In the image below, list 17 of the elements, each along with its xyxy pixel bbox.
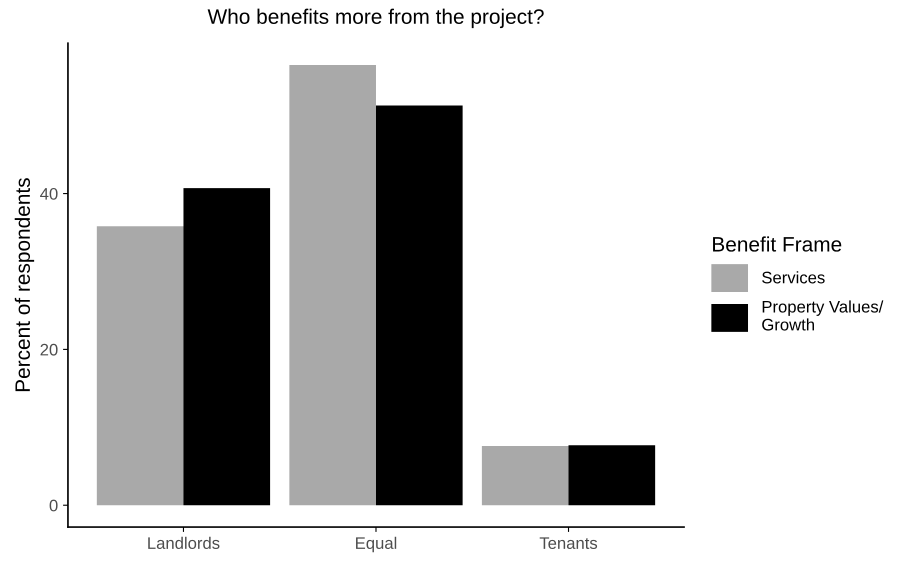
y-tick-label: 0 [50, 500, 58, 512]
bar [183, 188, 270, 506]
y-axis-title: Percent of respondents [14, 178, 34, 392]
x-tick-label: Landlords [148, 536, 220, 550]
legend-label: Property Values/ Growth [762, 300, 884, 331]
y-tick-label: 20 [40, 344, 58, 356]
y-tick-label: 40 [40, 188, 58, 200]
bar [482, 446, 569, 506]
chart-title: Who benefits more from the project? [208, 8, 544, 28]
x-tick-label: Equal [356, 536, 396, 552]
bar [96, 226, 184, 506]
bar [376, 106, 463, 506]
bar [568, 445, 656, 506]
legend-label: Services [762, 271, 825, 284]
x-tick-label: Tenants [540, 537, 598, 550]
bar [289, 65, 376, 506]
legend-title: Benefit Frame [713, 236, 842, 252]
